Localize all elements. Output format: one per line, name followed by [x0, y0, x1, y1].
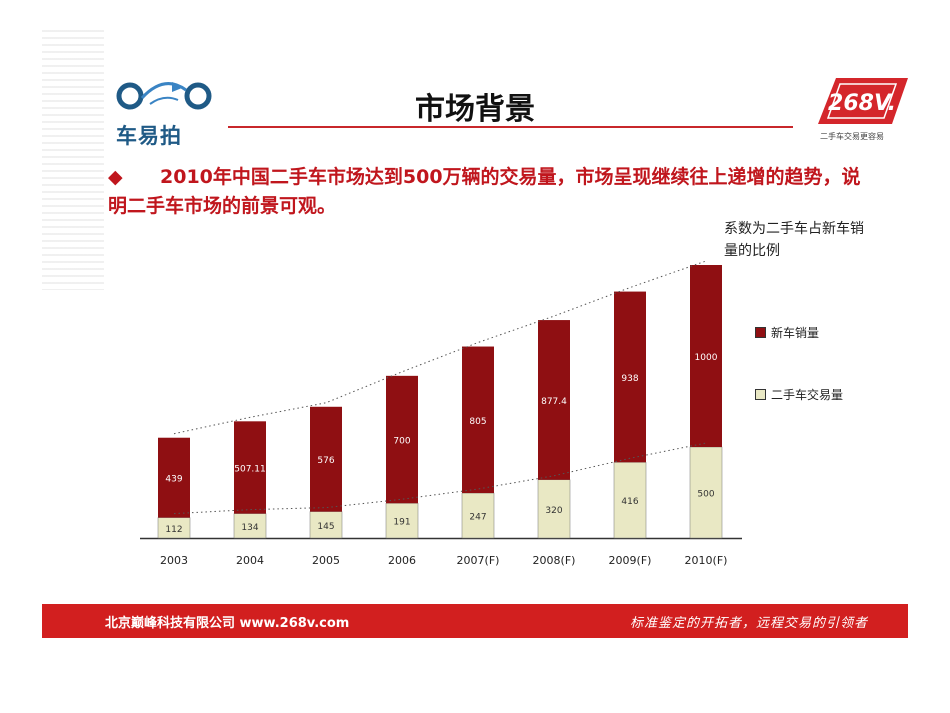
data-label-new-car: 1000 — [695, 353, 718, 363]
x-tick-label: 2006 — [388, 554, 416, 567]
data-label-used-car: 134 — [241, 523, 258, 533]
legend-swatch-used-car — [755, 389, 766, 400]
x-tick-label: 2003 — [160, 554, 188, 567]
bar-used-car — [157, 517, 191, 539]
x-tick-label: 2008(F) — [533, 554, 576, 567]
data-label-new-car: 938 — [621, 374, 638, 384]
trend-line-used — [173, 442, 707, 515]
bar-new-car — [234, 421, 266, 514]
x-tick-label: 2010(F) — [685, 554, 728, 567]
x-tick-label: 2005 — [312, 554, 340, 567]
data-label-used-car: 416 — [621, 497, 638, 507]
data-label-used-car: 247 — [469, 513, 486, 523]
bullet-paragraph: ◆ 2010年中国二手车市场达到500万辆的交易量，市场呈现继续往上递增的趋势，说… — [108, 163, 868, 221]
bar-new-car — [538, 320, 570, 480]
data-label-new-car: 805 — [469, 417, 486, 427]
legend-label-new-car: 新车销量 — [771, 326, 820, 340]
bar-used-car — [385, 502, 419, 539]
data-label-used-car: 112 — [165, 525, 182, 535]
bar-new-car — [386, 375, 418, 504]
data-label-used-car: 320 — [545, 506, 562, 516]
legend-label-used-car: 二手车交易量 — [771, 388, 844, 402]
logo-left-text: 车易拍 — [116, 124, 182, 148]
footer-bar: 北京巅峰科技有限公司 www.268v.com 标准鉴定的开拓者，远程交易的引领… — [42, 604, 908, 638]
trend-line-total — [173, 260, 707, 435]
chezhipai-logo-icon — [116, 82, 212, 110]
brand-logo-text: 268V. — [828, 91, 896, 116]
chart-annotation: 系数为二手车占新车销量的比例 — [724, 221, 864, 259]
data-label-new-car: 507.11 — [234, 464, 266, 474]
legend-item-used-car: 二手车交易量 — [755, 386, 843, 403]
data-label-new-car: 877.4 — [541, 397, 567, 407]
decorative-stripes — [42, 30, 104, 290]
title-divider — [228, 126, 793, 128]
bar-used-car — [461, 492, 495, 539]
diamond-bullet-icon: ◆ — [108, 166, 123, 188]
bar-new-car — [158, 437, 190, 518]
brand-tagline: 二手车交易更容易 — [820, 132, 884, 141]
bar-used-car — [613, 462, 647, 539]
bar-used-car — [233, 513, 267, 539]
brand-268v-logo-icon: 268V. — [818, 78, 908, 124]
data-label-used-car: 191 — [393, 518, 410, 528]
bar-new-car — [690, 265, 722, 447]
x-tick-label: 2004 — [236, 554, 264, 567]
legend-item-new-car: 新车销量 — [755, 324, 819, 341]
data-label-new-car: 576 — [317, 456, 334, 466]
data-label-new-car: 439 — [165, 475, 182, 485]
bar-used-car — [537, 479, 571, 539]
x-tick-label: 2007(F) — [457, 554, 500, 567]
bar-new-car — [614, 291, 646, 463]
footer-slogan: 标准鉴定的开拓者，远程交易的引领者 — [629, 616, 868, 631]
bar-new-car — [310, 406, 342, 512]
footer-company: 北京巅峰科技有限公司 www.268v.com — [105, 616, 350, 631]
bar-new-car — [462, 346, 494, 494]
legend-swatch-new-car — [755, 327, 766, 338]
data-label-new-car: 700 — [393, 437, 410, 447]
data-label-used-car: 145 — [317, 522, 334, 532]
bar-used-car — [689, 446, 723, 539]
page-title: 市场背景 — [415, 92, 535, 127]
x-tick-label: 2009(F) — [609, 554, 652, 567]
bullet-text: 2010年中国二手车市场达到500万辆的交易量，市场呈现继续往上递增的趋势，说明… — [108, 166, 861, 217]
data-label-used-car: 500 — [697, 490, 714, 500]
